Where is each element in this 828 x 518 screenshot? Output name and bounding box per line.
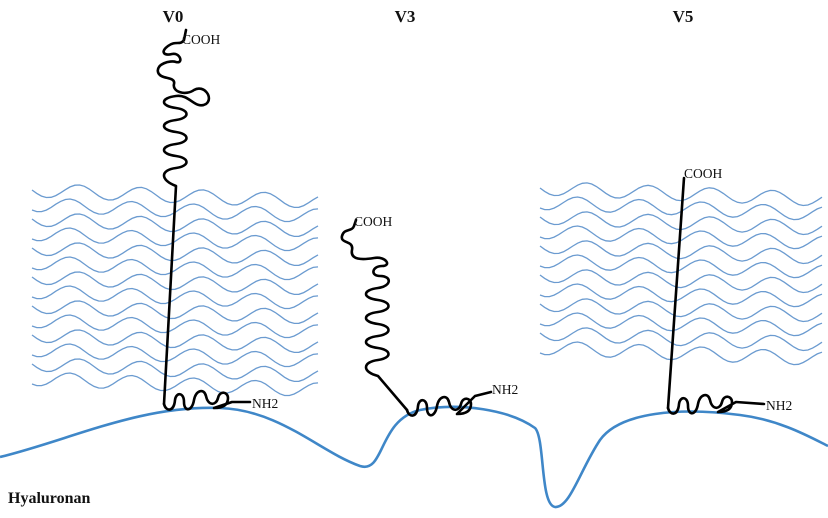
v0-gag-chain (31, 329, 319, 354)
v0-gag-chain (31, 300, 319, 325)
v3-cooh-label: COOH (354, 214, 393, 229)
v5-gag-chain (539, 240, 823, 265)
v0-gag-chain (31, 227, 319, 252)
v0-gag-chain (31, 358, 319, 383)
v0-gag-chains (31, 184, 319, 397)
v5-gag-chain (539, 254, 823, 279)
v0-g1-domain (162, 389, 252, 411)
v5-gag-chain (539, 298, 823, 323)
v5-gag-chain (539, 341, 823, 366)
v0-gag-chain (31, 256, 319, 281)
v5-core-protein (666, 176, 686, 410)
v0-nh2-label: NH2 (252, 396, 278, 411)
v3-core-protein (340, 218, 409, 412)
v5-gag-chain (539, 327, 823, 352)
v5-gag-chain (539, 283, 823, 308)
v5-gag-chain (539, 182, 823, 207)
v0-core-protein (156, 28, 211, 406)
v5-cooh-label: COOH (684, 166, 723, 181)
v5-g1-domain (666, 393, 766, 415)
hyaluronan-label: Hyaluronan (8, 490, 91, 507)
v0-gag-chain (31, 372, 319, 397)
v0-isoform: V0 COOH NH2 (31, 7, 319, 411)
v0-gag-chain (31, 242, 319, 267)
v0-gag-chain (31, 285, 319, 310)
v5-isoform: V5 COOH NH2 (539, 7, 823, 415)
v0-title: V0 (163, 7, 184, 26)
v3-title: V3 (395, 7, 416, 26)
v3-nh2-label: NH2 (492, 382, 518, 397)
v0-gag-chain (31, 213, 319, 238)
v0-gag-chain (31, 314, 319, 339)
v5-title: V5 (673, 7, 694, 26)
v3-g1-domain (405, 390, 493, 417)
v5-gag-chain (539, 312, 823, 337)
v3-isoform: V3 COOH NH2 (340, 7, 518, 417)
v5-gag-chain (539, 225, 823, 250)
v0-cooh-label: COOH (182, 32, 221, 47)
v5-gag-chain (539, 269, 823, 294)
v0-gag-chain (31, 271, 319, 296)
v5-nh2-label: NH2 (766, 398, 792, 413)
v0-gag-chain (31, 343, 319, 368)
hyaluronan-strand (0, 405, 828, 509)
